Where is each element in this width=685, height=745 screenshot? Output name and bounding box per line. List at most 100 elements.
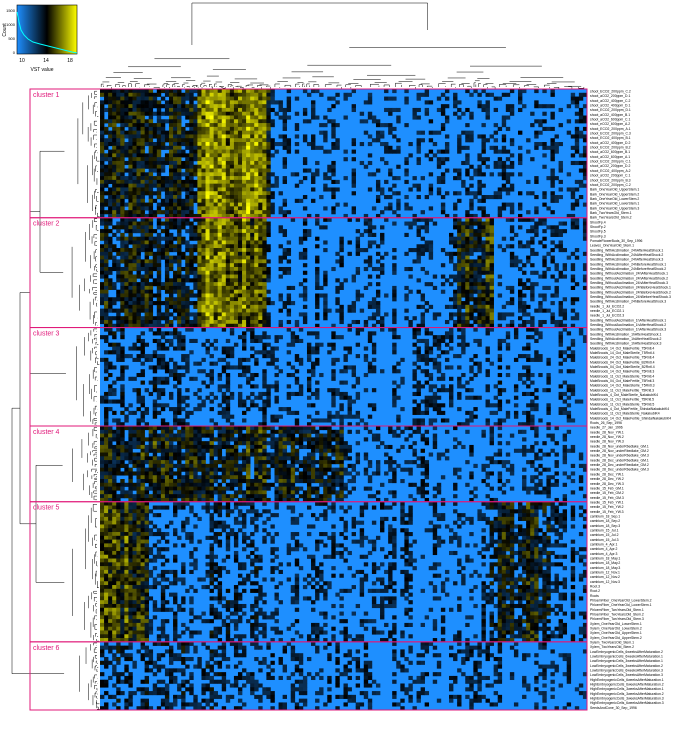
heatmap-cell — [506, 346, 510, 350]
heatmap-cell — [124, 297, 128, 301]
heatmap-cell — [222, 350, 226, 354]
heatmap-cell — [197, 271, 201, 275]
heatmap-cell — [206, 218, 210, 222]
heatmap-cell — [262, 203, 266, 207]
heatmap-cell — [258, 104, 262, 108]
heatmap-cell — [315, 259, 319, 263]
heatmap-cell — [457, 199, 461, 203]
heatmap-cell — [197, 180, 201, 184]
heatmap-cell — [246, 240, 250, 244]
heatmap-cell — [100, 248, 104, 252]
heatmap-cell — [226, 169, 230, 173]
heatmap-cell — [226, 127, 230, 131]
heatmap-cell — [193, 301, 197, 305]
heatmap-cell — [555, 267, 559, 271]
heatmap-cell — [226, 191, 230, 195]
heatmap-cell — [246, 275, 250, 279]
heatmap-cell — [181, 225, 185, 229]
heatmap-cell — [141, 244, 145, 248]
heatmap-cell — [238, 316, 242, 320]
heatmap-cell — [214, 150, 218, 154]
heatmap-cell — [469, 282, 473, 286]
heatmap-cell — [254, 225, 258, 229]
heatmap-cell — [165, 119, 169, 123]
heatmap-cell — [542, 263, 546, 267]
heatmap-cell — [477, 271, 481, 275]
heatmap-cell — [222, 252, 226, 256]
heatmap-cell — [128, 195, 132, 199]
heatmap-cell — [214, 195, 218, 199]
heatmap-cell — [262, 222, 266, 226]
heatmap-cell — [157, 248, 161, 252]
heatmap-cell — [323, 206, 327, 210]
heatmap-cell — [173, 278, 177, 282]
heatmap-cell — [177, 165, 181, 169]
heatmap-cell — [571, 218, 575, 222]
heatmap-cell — [214, 305, 218, 309]
heatmap-cell — [510, 89, 514, 93]
heatmap-cell — [417, 131, 421, 135]
heatmap-cell — [352, 108, 356, 112]
heatmap-cell — [137, 127, 141, 131]
heatmap-cell — [559, 180, 563, 184]
heatmap-cell — [534, 119, 538, 123]
heatmap-cell — [331, 104, 335, 108]
heatmap-cell — [555, 293, 559, 297]
heatmap-cell — [246, 123, 250, 127]
heatmap-cell — [128, 297, 132, 301]
heatmap-cell — [441, 180, 445, 184]
heatmap-cell — [124, 282, 128, 286]
heatmap-cell — [210, 104, 214, 108]
heatmap-cell — [392, 335, 396, 339]
heatmap-cell — [165, 267, 169, 271]
heatmap-cell — [149, 203, 153, 207]
heatmap-cell — [469, 312, 473, 316]
heatmap-cell — [218, 297, 222, 301]
heatmap-cell — [417, 290, 421, 294]
heatmap-cell — [368, 172, 372, 176]
heatmap-cell — [104, 305, 108, 309]
heatmap-cell — [429, 157, 433, 161]
heatmap-cell — [477, 259, 481, 263]
heatmap-cell — [396, 199, 400, 203]
heatmap-cell — [189, 187, 193, 191]
heatmap-cell — [120, 104, 124, 108]
heatmap-cell — [201, 119, 205, 123]
heatmap-cell — [165, 176, 169, 180]
heatmap-cell — [165, 104, 169, 108]
heatmap-cell — [222, 237, 226, 241]
heatmap-cell — [177, 335, 181, 339]
heatmap-cell — [108, 157, 112, 161]
heatmap-cell — [104, 157, 108, 161]
heatmap-cell — [538, 275, 542, 279]
heatmap-cell — [128, 275, 132, 279]
heatmap-cell — [279, 293, 283, 297]
heatmap-cell — [494, 131, 498, 135]
heatmap-cell — [234, 286, 238, 290]
heatmap-cell — [445, 142, 449, 146]
heatmap-cell — [206, 150, 210, 154]
heatmap-cell — [441, 206, 445, 210]
heatmap-cell — [173, 346, 177, 350]
heatmap-cell — [226, 165, 230, 169]
heatmap-cell — [550, 127, 554, 131]
heatmap-cell — [518, 108, 522, 112]
heatmap-cell — [100, 297, 104, 301]
heatmap-cell — [100, 263, 104, 267]
heatmap-cell — [185, 93, 189, 97]
heatmap-cell — [534, 100, 538, 104]
heatmap-cell — [465, 244, 469, 248]
heatmap-cell — [331, 146, 335, 150]
heatmap-cell — [210, 100, 214, 104]
heatmap-cell — [356, 237, 360, 241]
heatmap-cell — [214, 165, 218, 169]
heatmap-cell — [461, 252, 465, 256]
heatmap-cell — [128, 293, 132, 297]
heatmap-cell — [153, 131, 157, 135]
heatmap-cell — [137, 100, 141, 104]
heatmap-cell — [206, 229, 210, 233]
heatmap-cell — [250, 290, 254, 294]
heatmap-cell — [214, 293, 218, 297]
heatmap-cell — [417, 346, 421, 350]
heatmap-cell — [360, 293, 364, 297]
